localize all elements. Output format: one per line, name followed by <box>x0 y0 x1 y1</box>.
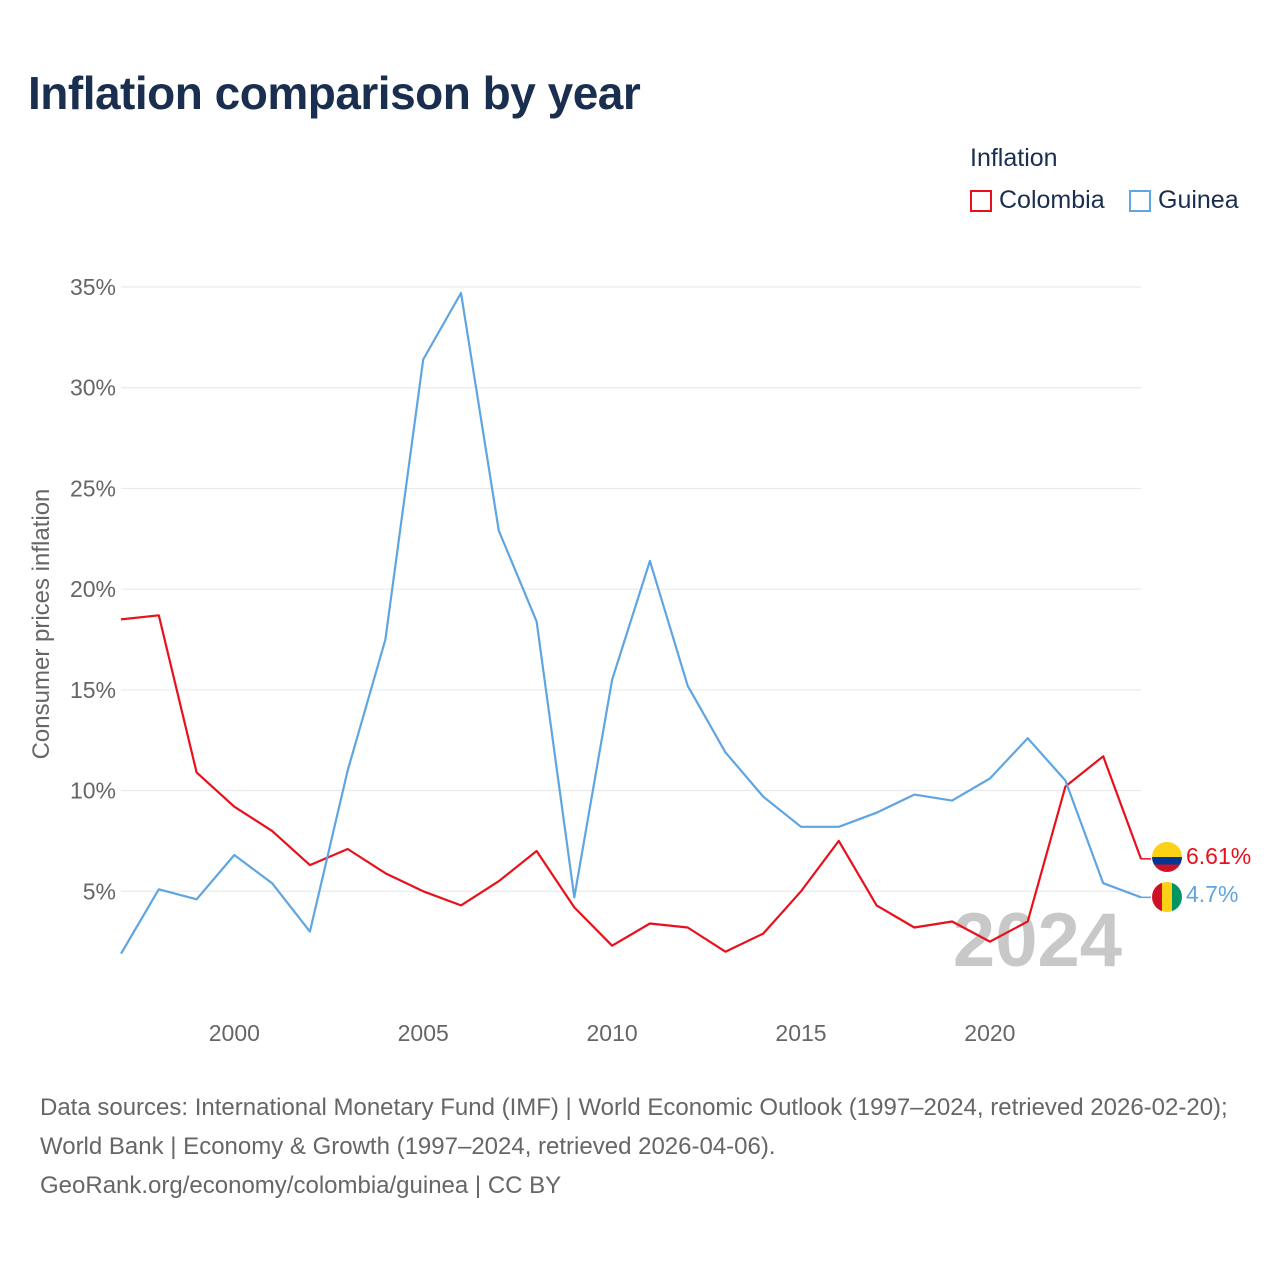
legend-title: Inflation <box>970 144 1058 172</box>
y-tick-labels: 5% 10% 15% 20% 25% 30% 35% <box>70 274 116 904</box>
footer: Data sources: International Monetary Fun… <box>40 1088 1250 1205</box>
y-tick-label: 20% <box>70 576 116 602</box>
flag-guinea-icon <box>1152 882 1182 912</box>
flag-colombia-icon <box>1152 842 1182 872</box>
y-tick-label: 10% <box>70 778 116 804</box>
x-tick-labels: 2000 2005 2010 2015 2020 <box>209 1020 1016 1046</box>
x-tick-label: 2010 <box>587 1020 638 1046</box>
x-tick-label: 2005 <box>398 1020 449 1046</box>
y-tick-label: 15% <box>70 677 116 703</box>
end-label-guinea: 4.7% <box>1186 881 1238 907</box>
series-line-guinea[interactable] <box>120 291 1142 955</box>
footer-sources: Data sources: International Monetary Fun… <box>40 1094 1228 1160</box>
legend-label-colombia: Colombia <box>999 186 1105 214</box>
legend-label-guinea: Guinea <box>1158 186 1239 214</box>
series-line-colombia[interactable] <box>120 614 1143 953</box>
x-tick-label: 2015 <box>775 1020 826 1046</box>
legend-item-colombia[interactable]: Colombia <box>970 186 1105 215</box>
chart-title: Inflation comparison by year <box>28 67 641 119</box>
x-tick-label: 2000 <box>209 1020 260 1046</box>
y-tick-label: 25% <box>70 475 116 501</box>
legend-swatch-guinea <box>1129 189 1151 212</box>
year-watermark: 2024 <box>953 898 1122 983</box>
x-tick-label: 2020 <box>964 1020 1015 1046</box>
footer-link[interactable]: GeoRank.org/economy/colombia/guinea | CC… <box>40 1172 562 1199</box>
line-chart: 5% 10% 15% 20% 25% 30% 35% 2000 2005 2010 2015 202… <box>70 274 1251 1046</box>
series-lines <box>120 291 1151 955</box>
legend-item-guinea[interactable]: Guinea <box>1129 186 1239 215</box>
legend-swatch-colombia <box>970 189 992 212</box>
y-tick-label: 30% <box>70 375 116 401</box>
y-tick-label: 35% <box>70 274 116 300</box>
end-label-colombia: 6.61% <box>1186 843 1251 869</box>
grid-lines <box>121 286 1141 892</box>
y-tick-label: 5% <box>83 878 116 904</box>
